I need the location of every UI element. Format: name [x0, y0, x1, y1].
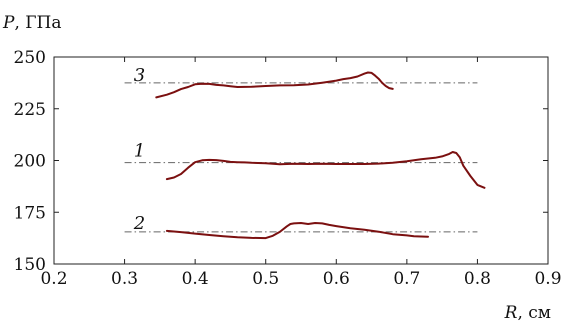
x-axis-title: R, см	[504, 303, 551, 323]
x-tick-label: 0.6	[323, 269, 350, 289]
y-tick-label: 150	[14, 255, 46, 275]
x-tick-label: 0.5	[252, 269, 279, 289]
x-axis-ticks: 0.2 0.3 0.4 0.5 0.6 0.7 0.8 0.9	[40, 57, 562, 289]
series-line-3	[155, 71, 394, 99]
plot-area-border	[53, 56, 549, 265]
series-label-3: 3	[134, 65, 145, 86]
y-tick-label: 250	[14, 48, 46, 68]
series-labels: 1 2 3	[133, 65, 145, 234]
x-axis-title-var: R	[504, 303, 518, 323]
x-axis-title-unit: , см	[517, 303, 551, 323]
series-line-2	[165, 222, 429, 240]
y-axis-title: P, ГПа	[2, 13, 61, 33]
series-line-1	[165, 151, 486, 189]
plot-frame	[53, 56, 549, 265]
x-tick-label: 0.3	[111, 269, 138, 289]
x-tick-label: 0.4	[182, 269, 209, 289]
x-tick-label: 0.7	[393, 269, 420, 289]
y-axis-title-unit: , ГПа	[14, 13, 61, 33]
y-tick-label: 175	[14, 203, 46, 223]
y-axis-title-var: P	[2, 13, 15, 33]
y-tick-label: 200	[14, 152, 46, 172]
series-label-1: 1	[134, 140, 145, 161]
reference-lines	[124, 82, 478, 233]
x-tick-label: 0.2	[40, 269, 67, 289]
series-label-2: 2	[133, 213, 145, 234]
y-axis-ticks: 150 175 200 225 250	[14, 48, 548, 275]
series-lines	[155, 71, 486, 240]
x-tick-label: 0.9	[534, 269, 561, 289]
x-tick-label: 0.8	[464, 269, 491, 289]
y-tick-label: 225	[14, 100, 46, 120]
